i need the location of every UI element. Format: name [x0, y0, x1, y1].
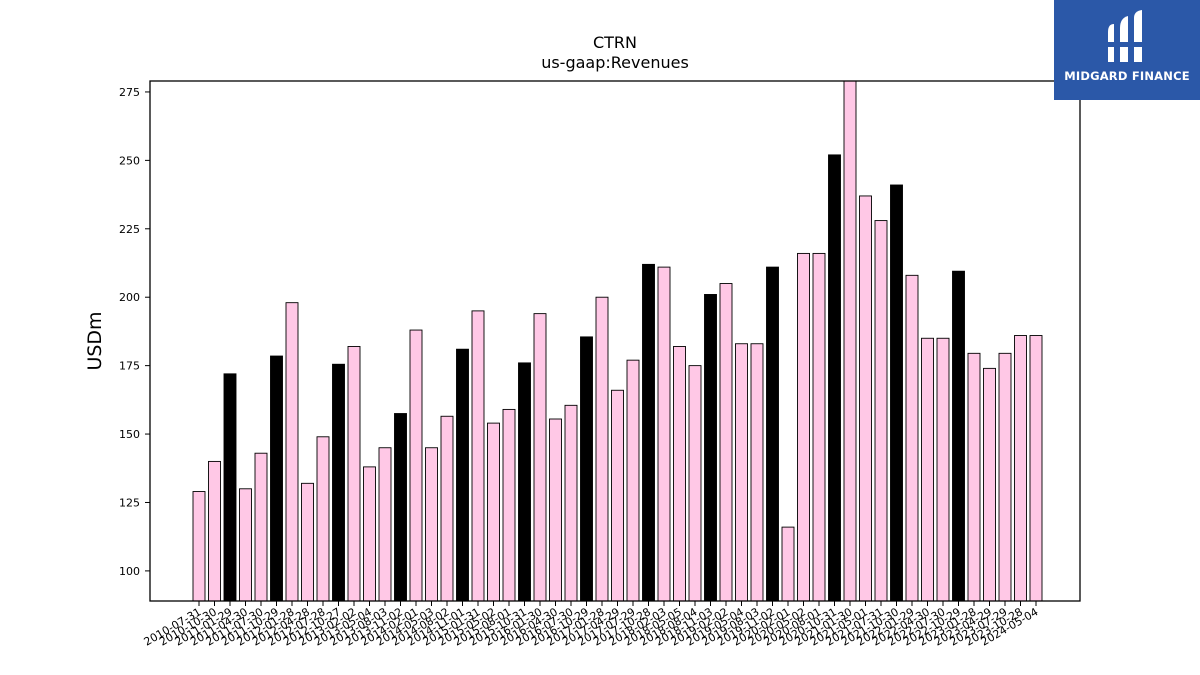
- bar-2017-04-29: [611, 389, 624, 602]
- chart-subtitle: us-gaap:Revenues: [541, 53, 689, 72]
- y-axis-label: USDm: [84, 311, 106, 370]
- bar-2022-10-29: [952, 270, 965, 602]
- y-axis-ticks: 100 125 150 175 200 225 250 275: [119, 86, 150, 578]
- bar-2016-04-30: [549, 418, 562, 602]
- bar-2018-02-03: [657, 266, 671, 602]
- bar-2012-04-28: [301, 482, 314, 602]
- bar-2017-01-28: [595, 296, 609, 602]
- bar-2013-05-04: [363, 466, 376, 602]
- y-tick-label: 150: [119, 428, 140, 441]
- bar-2023-04-29: [983, 367, 996, 602]
- bar-2013-02-02: [347, 346, 361, 602]
- y-tick-label: 250: [119, 154, 140, 167]
- bar-2011-01-29: [223, 373, 237, 602]
- bar-2014-08-02: [440, 415, 454, 602]
- bar-2014-05-03: [425, 447, 438, 602]
- bar-2015-01-31: [471, 310, 485, 602]
- bar-2014-11-01: [456, 348, 469, 602]
- y-tick-label: 175: [119, 360, 140, 373]
- bar-2021-01-30: [843, 80, 857, 602]
- bar-2018-05-05: [673, 346, 686, 602]
- bar-2024-05-04: [1029, 335, 1043, 602]
- bar-2020-10-31: [828, 154, 841, 602]
- bar-2012-01-28: [285, 302, 299, 602]
- y-tick-label: 200: [119, 291, 140, 304]
- x-axis-ticks: 2010-07-312010-10-302011-01-292011-04-30…: [142, 601, 1041, 649]
- bar-2019-08-03: [750, 343, 764, 602]
- bar-2023-01-28: [967, 352, 981, 602]
- bar-2010-07-31: [192, 491, 206, 602]
- bar-2011-07-30: [254, 452, 268, 602]
- y-tick-label: 275: [119, 86, 140, 99]
- bar-2021-05-01: [859, 195, 872, 602]
- bar-2023-07-29: [998, 352, 1012, 602]
- bar-2022-01-29: [905, 274, 919, 602]
- bar-2012-10-27: [332, 363, 345, 602]
- plot-frame: [149, 80, 1081, 602]
- bar-2017-10-28: [642, 263, 655, 602]
- bar-2020-02-01: [781, 526, 795, 602]
- chart-title: CTRN: [593, 33, 637, 52]
- bar-2019-02-02: [719, 283, 733, 602]
- bar-2016-07-30: [564, 404, 578, 602]
- bar-2020-05-02: [797, 252, 810, 602]
- bar-2015-10-31: [518, 362, 531, 602]
- bar-2016-01-30: [533, 313, 547, 602]
- bar-2023-10-28: [1014, 335, 1027, 602]
- bar-2015-05-02: [487, 422, 500, 602]
- bar-2022-07-30: [936, 337, 950, 602]
- logo-text: MIDGARD FINANCE: [1064, 69, 1190, 83]
- bar-2017-07-29: [626, 359, 640, 602]
- bar-2022-04-30: [921, 337, 934, 602]
- bar-2012-07-28: [316, 436, 330, 602]
- bar-2014-02-01: [409, 329, 423, 602]
- bar-2018-08-04: [688, 365, 702, 602]
- bar-2019-05-04: [735, 343, 748, 602]
- bar-2018-11-03: [704, 294, 717, 602]
- y-tick-label: 100: [119, 565, 140, 578]
- bar-2011-10-29: [270, 355, 283, 602]
- y-tick-label: 125: [119, 496, 140, 509]
- y-tick-label: 225: [119, 223, 140, 236]
- bar-2013-08-03: [378, 447, 392, 602]
- bars-group: [192, 80, 1043, 602]
- midgard-finance-logo: MIDGARD FINANCE: [1054, 0, 1200, 100]
- bar-2019-11-02: [766, 266, 779, 602]
- bar-2010-10-30: [208, 460, 221, 602]
- bar-2021-10-30: [890, 184, 903, 602]
- bar-2013-11-02: [394, 413, 407, 602]
- midgard-logo-icon: [1106, 10, 1146, 62]
- bar-2015-08-01: [502, 408, 516, 602]
- bar-2016-10-29: [580, 336, 593, 602]
- bar-2021-07-31: [874, 220, 888, 602]
- bar-2020-08-01: [812, 252, 826, 602]
- bar-2011-04-30: [239, 488, 252, 602]
